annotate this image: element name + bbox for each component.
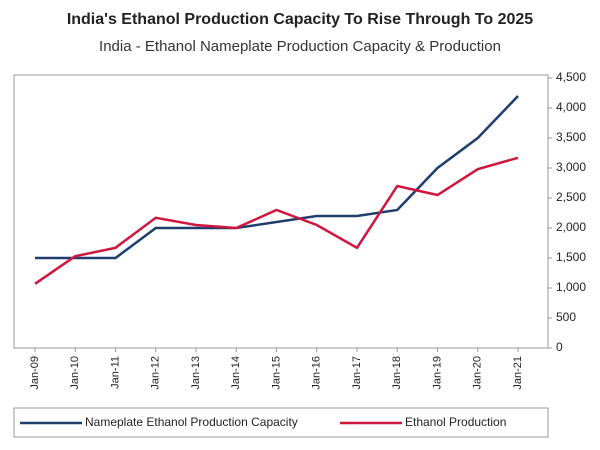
chart-subtitle: India - Ethanol Nameplate Production Cap… <box>99 38 501 55</box>
chart-title: India's Ethanol Production Capacity To R… <box>67 11 533 28</box>
y-tick-label: 500 <box>556 310 576 324</box>
x-tick-label: Jan-12 <box>150 356 162 390</box>
y-tick-label: 4,000 <box>556 100 586 114</box>
legend-frame <box>13 407 549 438</box>
y-tick-label: 3,500 <box>556 130 586 144</box>
y-tick-label: 2,000 <box>556 220 586 234</box>
x-tick-label: Jan-20 <box>472 356 484 390</box>
x-tick-label: Jan-18 <box>391 356 403 390</box>
x-tick-label: Jan-14 <box>230 356 242 390</box>
x-tick-label: Jan-11 <box>109 356 121 389</box>
data-line <box>34 156 519 285</box>
y-tick-label: 1,000 <box>556 280 586 294</box>
y-tick-label: 4,500 <box>556 70 586 84</box>
y-tick-label: 3,000 <box>556 160 586 174</box>
plot-frame <box>13 74 549 349</box>
x-tick-label: Jan-13 <box>190 356 202 390</box>
legend-label: Nameplate Ethanol Production Capacity <box>85 415 298 429</box>
x-tick-label: Jan-15 <box>270 356 282 390</box>
x-tick-label: Jan-21 <box>512 356 524 390</box>
x-tick-label: Jan-17 <box>351 356 363 390</box>
legend-label: Ethanol Production <box>405 415 506 429</box>
x-tick-label: Jan-09 <box>29 356 41 390</box>
y-tick-label: 1,500 <box>556 250 586 264</box>
y-tick-label: 0 <box>556 340 563 354</box>
y-tick-label: 2,500 <box>556 190 586 204</box>
x-tick-label: Jan-16 <box>311 356 323 390</box>
x-tick-label: Jan-19 <box>431 356 443 390</box>
data-line <box>35 95 519 260</box>
x-tick-label: Jan-10 <box>69 356 81 390</box>
